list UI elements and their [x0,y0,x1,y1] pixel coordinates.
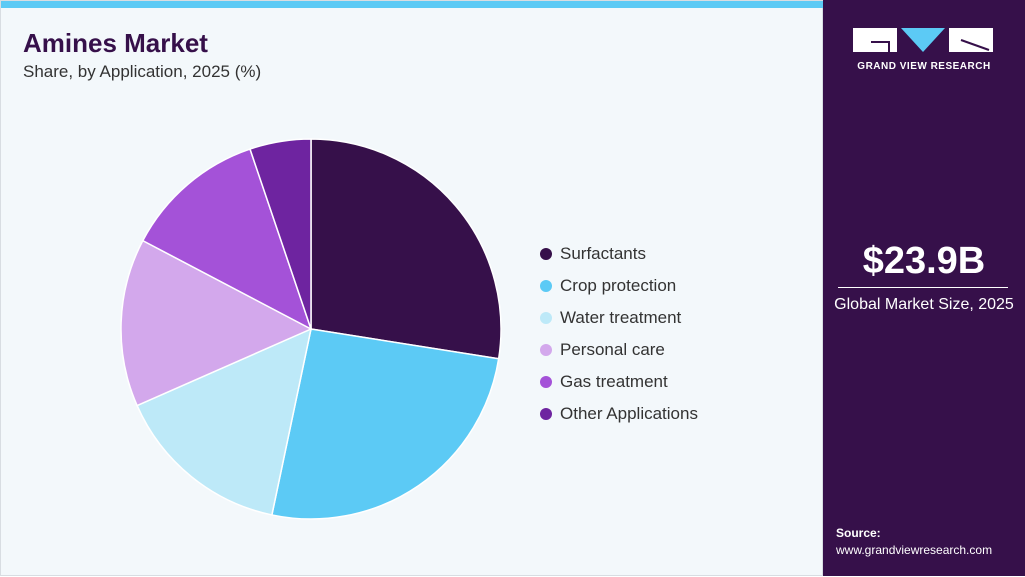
legend-item: Water treatment [540,302,698,334]
pie-slice-water-treatment [136,327,313,516]
legend-dot-icon [540,376,552,388]
pie-slice-personal-care [120,239,313,407]
gvr-logo-icon [853,28,993,52]
legend-dot-icon [540,280,552,292]
legend-label: Gas treatment [560,372,668,391]
chart-subtitle: Share, by Application, 2025 (%) [23,62,262,81]
pie-slice-gas-treatment [141,148,313,331]
logo-text: GRAND VIEW RESEARCH [857,61,991,72]
divider [838,287,1008,288]
pie-slice-surfactants [310,138,502,360]
legend-item: Surfactants [540,238,698,270]
pie-slice-crop-protection [270,328,500,520]
chart-title: Amines Market [23,28,208,58]
legend-label: Other Applications [560,404,698,423]
legend-label: Surfactants [560,244,646,263]
legend-item: Personal care [540,334,698,366]
market-size-value: $23.9B [862,240,986,282]
legend-label: Water treatment [560,308,682,327]
market-size-label: Global Market Size, 2025 [834,296,1014,313]
legend-label: Personal care [560,340,665,359]
legend-label: Crop protection [560,276,677,295]
legend-dot-icon [540,312,552,324]
chart-panel: Amines Market Share, by Application, 202… [0,0,824,576]
source-label: Source: [836,526,881,540]
legend-dot-icon [540,344,552,356]
accent-bar [1,1,824,8]
legend-dot-icon [540,408,552,420]
legend-item: Crop protection [540,270,698,302]
pie-chart [120,138,502,520]
legend-item: Other Applications [540,398,698,430]
source-link[interactable]: www.grandviewresearch.com [836,543,993,557]
sidebar: GRAND VIEW RESEARCH $23.9B Global Market… [823,0,1025,576]
legend: Surfactants Crop protection Water treatmen… [540,238,698,430]
pie-slice-other-applications [249,138,312,330]
legend-item: Gas treatment [540,366,698,398]
legend-dot-icon [540,248,552,260]
